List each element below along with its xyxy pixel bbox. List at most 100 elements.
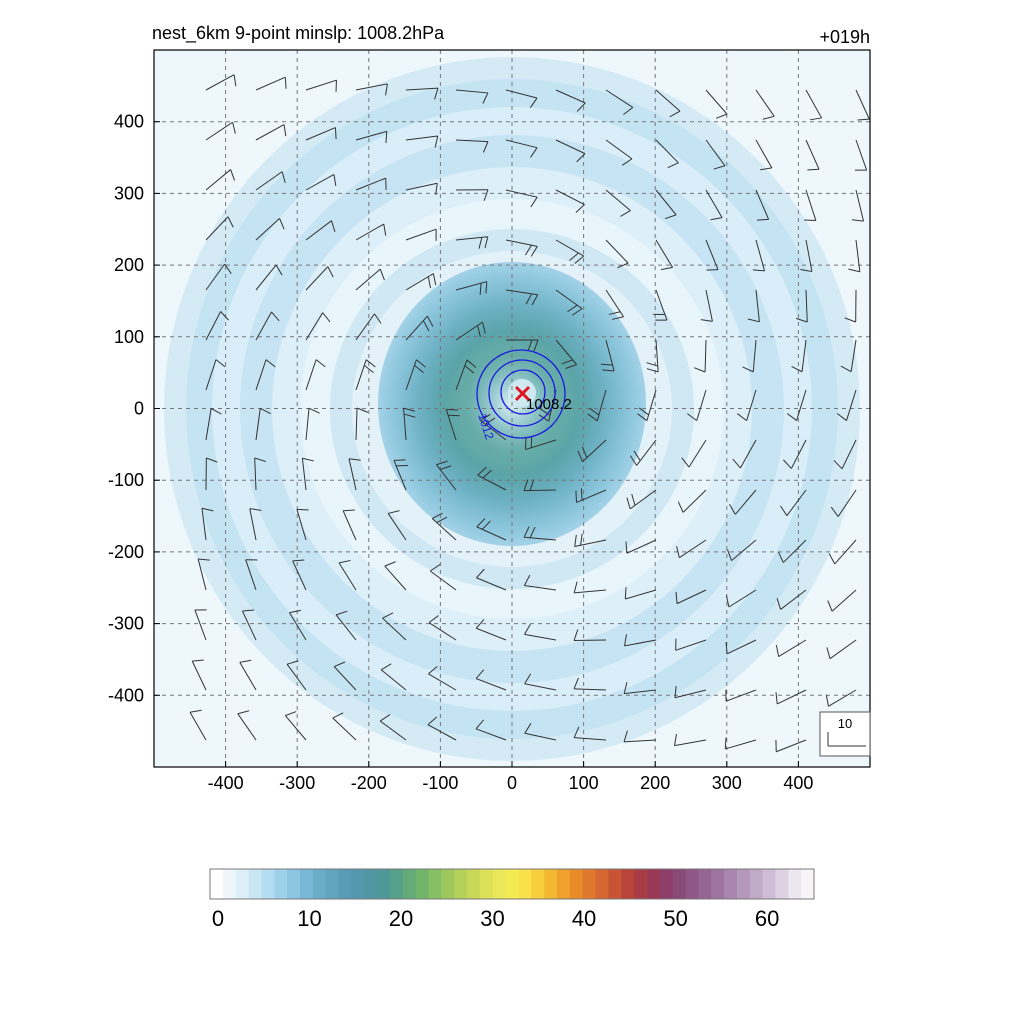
wind-barb-shaft: [728, 589, 757, 608]
wind-barb-feather: [524, 673, 532, 684]
wind-barb-feather: [334, 127, 337, 140]
colorbar-swatch: [364, 869, 378, 899]
colorbar-swatch: [338, 869, 352, 899]
wind-barb-feather: [265, 359, 276, 368]
wind-barb-shaft: [605, 89, 634, 108]
wind-barb-shaft: [476, 526, 507, 541]
wind-barb-feather: [227, 216, 234, 228]
wind-barb-shaft: [855, 239, 861, 272]
wind-barb-feather: [215, 359, 226, 368]
wind-barb-shaft: [605, 339, 615, 372]
colorbar-swatch: [685, 869, 699, 899]
wind-barb-feather: [428, 615, 439, 624]
wind-barb-feather: [775, 644, 780, 657]
wind-barb-shaft: [782, 539, 807, 563]
wind-barb-feather: [681, 457, 690, 468]
wind-barb-feather: [675, 591, 678, 604]
colorbar-swatch: [736, 869, 751, 899]
wind-barb-feather: [477, 466, 487, 476]
wind-barb-shaft: [205, 121, 233, 141]
wind-barb-shaft: [755, 289, 760, 322]
wind-barb-feather: [581, 446, 588, 458]
wind-barb-feather: [464, 365, 475, 374]
wind-barb-feather: [742, 366, 754, 373]
wind-barb-shaft: [338, 562, 357, 591]
wind-barb-feather: [724, 737, 727, 749]
wind-barb-feather: [296, 508, 309, 511]
wind-barb-feather: [416, 359, 426, 368]
wind-barb-feather: [343, 509, 355, 512]
wind-barb-feather: [529, 97, 538, 108]
wind-barb-feather: [338, 559, 351, 564]
colorbar-swatch: [646, 869, 661, 899]
wind-barb-feather: [527, 339, 533, 352]
wind-barb-feather: [435, 183, 438, 195]
wind-barb-shaft: [255, 218, 280, 241]
colorbar-swatch: [711, 869, 725, 899]
wind-barb-shaft: [679, 539, 707, 559]
wind-barb-shaft: [355, 177, 386, 191]
wind-barb-shaft: [776, 689, 807, 705]
wind-barb-shaft: [655, 189, 677, 216]
wind-barb-shaft: [674, 739, 707, 747]
wind-barb-feather: [620, 210, 631, 217]
wind-barb-shaft: [505, 139, 538, 149]
wind-barb-feather: [436, 516, 448, 524]
wind-barb-shaft: [505, 189, 538, 198]
colorbar-swatch: [287, 869, 301, 899]
wind-barb-feather: [524, 437, 527, 450]
colorbar-swatch: [389, 869, 404, 899]
wind-barb-feather: [271, 311, 280, 322]
colorbar-swatch: [608, 869, 622, 899]
wind-barb-shaft: [355, 268, 381, 291]
colorbar-tick-label: 50: [663, 906, 687, 931]
colorbar-swatch: [261, 869, 275, 899]
wind-barb-feather: [575, 204, 585, 213]
wind-barb-feather: [439, 465, 452, 470]
colorbar-swatch: [274, 869, 288, 899]
wind-barb-shaft: [837, 489, 857, 517]
wind-barb-shaft: [289, 612, 307, 641]
wind-barb-shaft: [205, 216, 229, 241]
wind-barb-shaft: [355, 223, 385, 241]
colorbar-swatch: [749, 869, 764, 899]
wind-barb-feather: [626, 497, 631, 510]
wind-barb-shaft: [255, 311, 272, 341]
wind-barb-feather: [777, 551, 784, 563]
wind-barb-feather: [327, 266, 334, 278]
wind-barb-feather: [308, 407, 320, 414]
wind-barb-feather: [485, 281, 488, 294]
wind-barb-feather: [826, 647, 831, 659]
wind-barb-feather: [725, 642, 728, 654]
y-tick-label: 300: [114, 183, 144, 203]
wind-barb-feather: [776, 598, 782, 610]
wind-barb-shaft: [305, 173, 335, 191]
colorbar-swatch: [492, 869, 507, 899]
colorbar-labels: 0 10 20 30 40 50 60: [212, 906, 779, 931]
wind-barb-feather: [482, 141, 489, 153]
wind-barb-shaft: [778, 639, 807, 657]
wind-barb-feather: [475, 719, 484, 730]
colorbar-swatch: [325, 869, 340, 899]
wind-barb-shaft: [805, 239, 813, 272]
wind-barb-shaft: [796, 389, 807, 421]
wind-barb-feather: [336, 610, 348, 616]
wind-barb-feather: [436, 460, 448, 466]
wind-barb-shaft: [384, 565, 407, 591]
wind-barb-feather: [602, 369, 615, 372]
wind-barb-shaft: [245, 559, 257, 591]
wind-barb-feather: [230, 169, 236, 181]
wind-barb-shaft: [393, 460, 407, 491]
y-tick-label: -200: [108, 542, 144, 562]
wind-barb-shaft: [731, 539, 757, 561]
wind-barb-shaft: [726, 639, 757, 655]
colorbar-swatch: [441, 869, 455, 899]
colorbar-swatch: [312, 869, 327, 899]
wind-barb-shaft: [555, 189, 585, 205]
wind-barb-shaft: [475, 728, 507, 741]
wind-barb-feather: [260, 407, 271, 415]
wind-barb-shaft: [655, 89, 681, 112]
wind-barb-feather: [429, 564, 441, 572]
wind-barb-feather: [608, 311, 621, 315]
